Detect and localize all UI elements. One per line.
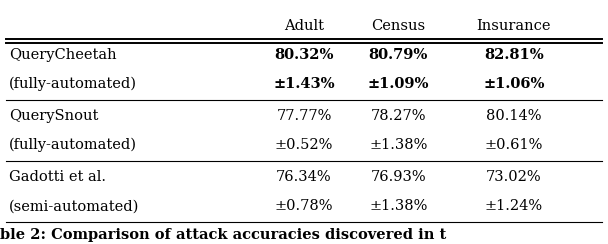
Text: ±0.52%: ±0.52% — [275, 138, 333, 152]
Text: 80.14%: 80.14% — [486, 109, 542, 123]
Text: 76.34%: 76.34% — [276, 170, 332, 184]
Text: ±1.09%: ±1.09% — [367, 77, 429, 91]
Text: 73.02%: 73.02% — [486, 170, 542, 184]
Text: QuerySnout: QuerySnout — [9, 109, 98, 123]
Text: 82.81%: 82.81% — [484, 48, 544, 62]
Text: Gadotti et al.: Gadotti et al. — [9, 170, 106, 184]
Text: ±1.24%: ±1.24% — [485, 199, 543, 213]
Text: ±1.43%: ±1.43% — [273, 77, 335, 91]
Text: QueryCheetah: QueryCheetah — [9, 48, 117, 62]
Text: Insurance: Insurance — [477, 19, 551, 33]
Text: Census: Census — [371, 19, 426, 33]
Text: ble 2: Comparison of attack accuracies discovered in t: ble 2: Comparison of attack accuracies d… — [0, 228, 446, 243]
Text: 80.79%: 80.79% — [368, 48, 428, 62]
Text: ±1.06%: ±1.06% — [483, 77, 545, 91]
Text: (fully-automated): (fully-automated) — [9, 138, 137, 152]
Text: (fully-automated): (fully-automated) — [9, 77, 137, 91]
Text: (semi-automated): (semi-automated) — [9, 199, 139, 213]
Text: ±1.38%: ±1.38% — [369, 138, 427, 152]
Text: Adult: Adult — [284, 19, 324, 33]
Text: ±0.78%: ±0.78% — [275, 199, 333, 213]
Text: ±0.61%: ±0.61% — [485, 138, 543, 152]
Text: 77.77%: 77.77% — [276, 109, 332, 123]
Text: 76.93%: 76.93% — [370, 170, 426, 184]
Text: ±1.38%: ±1.38% — [369, 199, 427, 213]
Text: 78.27%: 78.27% — [370, 109, 426, 123]
Text: 80.32%: 80.32% — [274, 48, 334, 62]
